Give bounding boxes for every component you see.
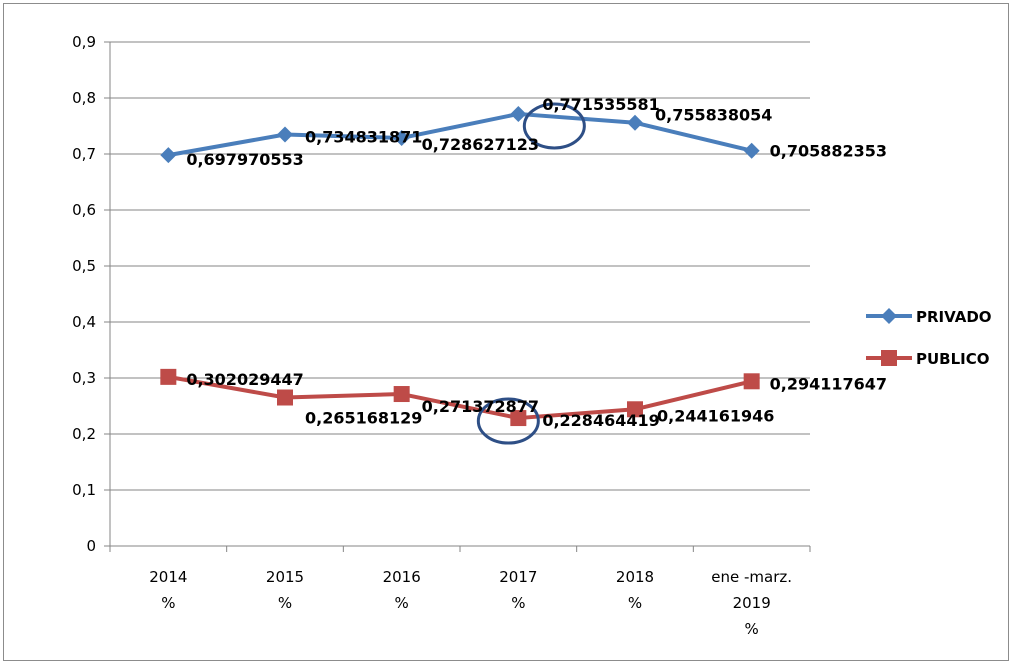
x-tick-label: 2017: [499, 568, 537, 586]
series-line-publico: [167, 374, 753, 421]
x-tick-label: %: [745, 620, 759, 638]
x-tick-label: %: [278, 594, 292, 612]
x-tick-label: %: [628, 594, 642, 612]
chart-frame: [3, 3, 1009, 661]
x-axis-tick-labels: 2014% 2015% 2016% 2017% 2018% ene -marz. 2019%: [149, 568, 792, 638]
y-axis-tick-labels: 0 0,1 0,2 0,3 0,4 0,5 0,6 0,7 0,8 0,9: [72, 33, 96, 555]
data-point-privado: [627, 114, 643, 131]
data-point-privado: [160, 147, 177, 164]
data-point-publico: [510, 410, 527, 427]
x-tick-label: ene -marz.: [711, 568, 792, 586]
y-tick-label: 0,1: [72, 481, 96, 499]
data-label: 0,697970553: [186, 150, 303, 169]
series-group: [160, 105, 760, 427]
x-tick-label: 2015: [266, 568, 304, 586]
data-label: 0,265168129: [305, 409, 422, 428]
x-tick-label: 2016: [383, 568, 421, 586]
y-tick-label: 0,2: [72, 425, 96, 443]
legend-marker: [881, 350, 897, 366]
y-tick-label: 0: [86, 537, 96, 555]
annotation-circle: [522, 102, 586, 150]
data-label: 0,728627123: [422, 135, 539, 154]
data-label: 0,771535581: [542, 95, 659, 114]
data-label: 0,244161946: [657, 406, 774, 425]
data-point-privado: [393, 129, 410, 146]
annotations: [476, 102, 586, 445]
data-point-publico: [277, 389, 293, 406]
series-line-privado: [167, 111, 753, 158]
axes: [104, 41, 811, 552]
data-point-publico: [627, 401, 643, 418]
x-tick-label: %: [395, 594, 409, 612]
data-label: 0,734831871: [305, 127, 422, 146]
data-label: 0,755838054: [655, 106, 772, 125]
y-tick-label: 0,7: [72, 145, 96, 163]
data-label: 0,228464419: [542, 411, 659, 430]
data-label: 0,271372877: [422, 397, 539, 416]
legend-label: PRIVADO: [916, 308, 992, 326]
x-tick-label: %: [161, 594, 175, 612]
y-tick-label: 0,9: [72, 33, 96, 51]
data-point-privado: [743, 142, 760, 159]
y-tick-label: 0,8: [72, 89, 96, 107]
legend-marker: [881, 308, 897, 324]
legend-label: PUBLICO: [916, 350, 990, 368]
legend: PRIVADO PUBLICO: [866, 308, 992, 368]
data-point-publico: [160, 368, 177, 385]
data-label: 0,294117647: [770, 374, 887, 393]
data-label: 0,302029447: [186, 370, 303, 389]
x-tick-label: %: [511, 594, 525, 612]
y-tick-label: 0,4: [72, 313, 96, 331]
grid-lines: [110, 41, 810, 491]
x-tick-label: 2019: [733, 594, 771, 612]
data-point-privado: [510, 105, 527, 122]
annotation-circle: [476, 397, 540, 445]
data-point-privado: [277, 126, 293, 143]
y-tick-label: 0,3: [72, 369, 96, 387]
data-label: 0,705882353: [770, 142, 887, 161]
y-tick-label: 0,5: [72, 257, 96, 275]
data-point-publico: [393, 386, 410, 403]
x-tick-label: 2018: [616, 568, 654, 586]
x-tick-label: 2014: [149, 568, 187, 586]
data-point-publico: [743, 373, 760, 390]
y-tick-label: 0,6: [72, 201, 96, 219]
